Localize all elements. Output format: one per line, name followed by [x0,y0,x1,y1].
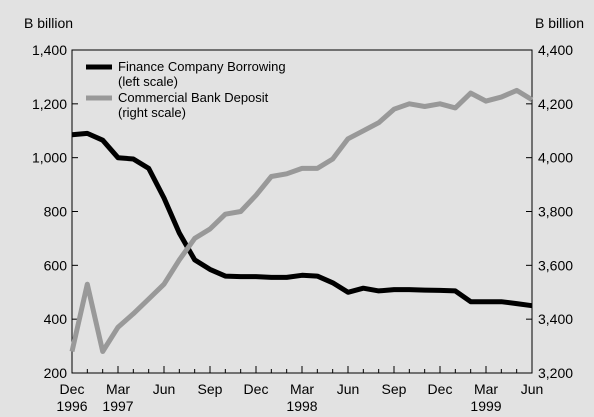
right-tick-label: 3,400 [538,311,573,327]
right-tick-label: 4,200 [538,96,573,112]
left-tick-label: 400 [44,311,68,327]
x-axis: Dec Mar Jun Sep Dec Mar Jun Sep Dec Mar Jun 1996 199… [56,366,543,414]
legend-finance-label: Finance Company Borrowing [118,59,286,74]
legend: Finance Company Borrowing (left scale) C… [86,59,286,120]
x-month-label: Mar [290,381,314,397]
x-month-label: Dec [428,381,453,397]
x-year-label: 1997 [102,398,133,414]
left-tick-label: 1,200 [32,96,67,112]
x-month-label: Dec [60,381,85,397]
right-tick-label: 3,600 [538,257,573,273]
legend-deposit-label: Commercial Bank Deposit [118,90,269,105]
left-axis-unit: B billion [24,15,73,31]
x-month-label: Sep [198,381,223,397]
series-line-finance-company-borrowing [71,130,533,309]
right-axis: 4,400 4,200 4,000 3,800 3,600 3,400 3,200 [526,42,573,381]
x-month-label: Dec [244,381,269,397]
left-tick-label: 1,400 [32,42,67,58]
left-tick-label: 200 [44,365,68,381]
left-tick-label: 600 [44,257,68,273]
x-year-label: 1998 [286,398,317,414]
x-month-label: Jun [337,381,360,397]
legend-finance-scale: (left scale) [118,74,178,89]
x-year-label: 1999 [470,398,501,414]
right-axis-unit: B billion [535,15,584,31]
x-month-label: Sep [382,381,407,397]
right-tick-label: 3,800 [538,204,573,220]
left-tick-label: 1,000 [32,150,67,166]
right-tick-label: 4,000 [538,150,573,166]
right-tick-label: 3,200 [538,365,573,381]
left-axis: 1,400 1,200 1,000 800 600 400 200 [32,42,78,381]
legend-deposit-scale: (right scale) [118,105,186,120]
series-group [69,87,534,354]
x-month-label: Jun [153,381,176,397]
series-line-commercial-bank-deposit [69,87,534,354]
x-month-label: Mar [106,381,130,397]
right-tick-label: 4,400 [538,42,573,58]
x-month-label: Mar [474,381,498,397]
left-tick-label: 800 [44,204,68,220]
x-year-label: 1996 [56,398,87,414]
x-month-label: Jun [521,381,544,397]
